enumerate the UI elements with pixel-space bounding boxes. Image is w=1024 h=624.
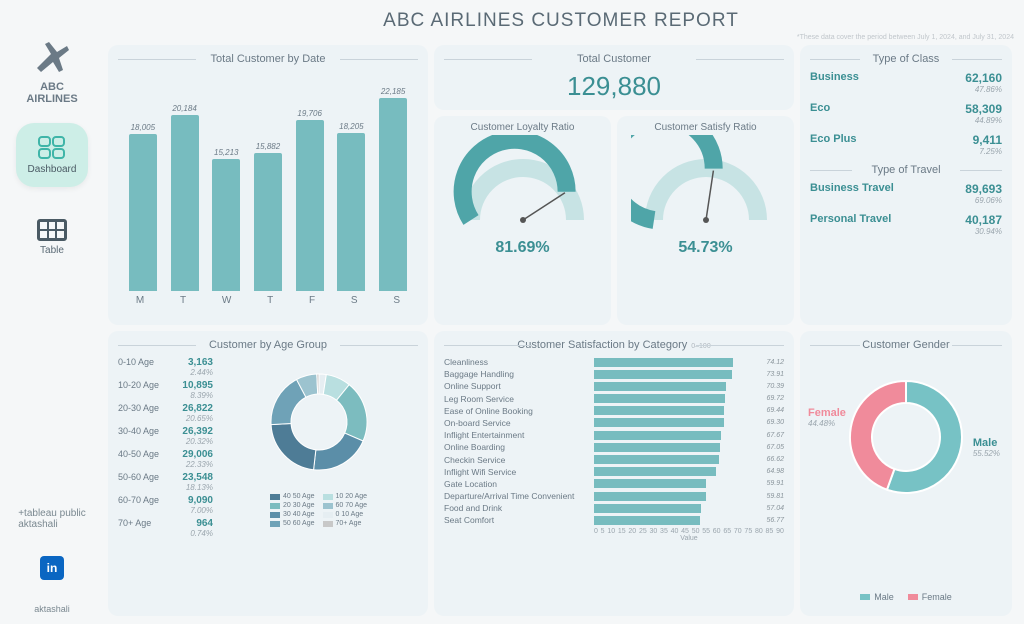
sat-row: Online Boarding67.05 — [444, 442, 784, 452]
bar: 15,213 — [210, 148, 242, 291]
sat-row: Seat Comfort56.77 — [444, 515, 784, 525]
bar-chart: 18,005 20,184 15,213 15,882 19,706 18,205 22,1… — [118, 71, 418, 291]
brand-line1: ABC — [26, 81, 77, 93]
age-table: 0-10 Age3,1632.44% 10-20 Age10,8958.39% 20… — [118, 357, 213, 602]
sat-row: Online Support70.39 — [444, 381, 784, 391]
total-customer-value: 129,880 — [444, 71, 784, 102]
type-row: Business62,16047.86% — [810, 71, 1002, 94]
sat-row: Gate Location59.91 — [444, 479, 784, 489]
center-top-column: Total Customer 129,880 Customer Loyalty … — [434, 45, 794, 325]
satisfaction-axis: 051015202530354045505560657075808590 — [594, 528, 784, 535]
satisfaction-axis-label: Value — [594, 535, 784, 542]
legend-item: 10 20 Age — [323, 493, 368, 500]
page-title: ABC AIRLINES CUSTOMER REPORT — [108, 10, 1014, 32]
satisfaction-bars: Cleanliness74.12 Baggage Handling73.91 Onl… — [444, 357, 784, 525]
age-row: 0-10 Age3,1632.44% — [118, 357, 213, 377]
table-icon — [37, 219, 67, 241]
bar: 22,185 — [377, 87, 409, 291]
legend-item: 70+ Age — [323, 520, 368, 527]
loyalty-title: Customer Loyalty Ratio — [471, 122, 575, 133]
type-row: Eco58,30944.89% — [810, 102, 1002, 125]
legend-item: 50 60 Age — [270, 520, 315, 527]
legend-item: 40 50 Age — [270, 493, 315, 500]
card-title-date: Total Customer by Date — [118, 53, 418, 65]
type-row: Eco Plus9,4117.25% — [810, 133, 1002, 156]
card-total-by-date: Total Customer by Date 18,005 20,184 15,21… — [108, 45, 428, 325]
sat-row: Food and Drink57.04 — [444, 503, 784, 513]
male-label: Male55.52% — [973, 437, 1000, 458]
social-label: aktashali — [34, 604, 70, 614]
loyalty-pct: 81.69% — [495, 239, 549, 257]
dashboard-icon — [38, 136, 66, 160]
bar: 18,005 — [127, 123, 159, 291]
age-row: 60-70 Age9,0907.00% — [118, 495, 213, 515]
sat-row: Checkin Service66.62 — [444, 455, 784, 465]
type-row: Business Travel89,69369.06% — [810, 182, 1002, 205]
type-row: Personal Travel40,18730.94% — [810, 213, 1002, 236]
legend-item: 20 30 Age — [270, 502, 315, 509]
legend-item: 0 10 Age — [323, 511, 368, 518]
tableau-credit: +tableau public aktashali — [18, 508, 86, 530]
age-legend: 40 50 Age 10 20 Age 20 30 Age 60 70 Age 30 4… — [270, 493, 367, 527]
sat-row: Cleanliness74.12 — [444, 357, 784, 367]
age-row: 10-20 Age10,8958.39% — [118, 380, 213, 400]
bar: 15,882 — [252, 142, 284, 291]
age-row: 30-40 Age26,39220.32% — [118, 426, 213, 446]
age-row: 50-60 Age23,54818.13% — [118, 472, 213, 492]
sat-row: Baggage Handling73.91 — [444, 369, 784, 379]
sidebar: ABC AIRLINES Dashboard Table +tableau pu… — [0, 0, 104, 624]
card-age-group: Customer by Age Group 0-10 Age3,1632.44%… — [108, 331, 428, 616]
airplane-icon — [33, 40, 71, 74]
card-satisfaction: Customer Satisfaction by Category0–100 C… — [434, 331, 794, 616]
brand-logo: ABC AIRLINES — [26, 40, 77, 105]
legend-item: 60 70 Age — [323, 502, 368, 509]
linkedin-icon[interactable]: in — [40, 556, 64, 580]
satisfy-pct: 54.73% — [678, 239, 732, 257]
total-customer-title: Total Customer — [444, 53, 784, 65]
bar: 20,184 — [169, 104, 201, 291]
legend-item: 30 40 Age — [270, 511, 315, 518]
sat-title: Customer Satisfaction by Category0–100 — [444, 339, 784, 351]
loyalty-gauge — [448, 135, 598, 235]
female-label: Female44.48% — [808, 407, 846, 428]
gender-title: Customer Gender — [810, 339, 1002, 351]
card-total-customer: Total Customer 129,880 — [434, 45, 794, 110]
sat-row: Leg Room Service69.72 — [444, 394, 784, 404]
sat-row: Departure/Arrival Time Convenient59.81 — [444, 491, 784, 501]
age-row: 40-50 Age29,00622.33% — [118, 449, 213, 469]
brand-line2: AIRLINES — [26, 93, 77, 105]
card-type-breakdown: Type of Class Business62,16047.86% Eco58,… — [800, 45, 1012, 325]
bar: 18,205 — [335, 122, 367, 291]
age-donut — [254, 357, 384, 487]
age-row: 70+ Age9640.74% — [118, 518, 213, 538]
card-loyalty-gauge: Customer Loyalty Ratio 81.69% — [434, 116, 611, 325]
gender-donut — [826, 357, 986, 517]
age-title: Customer by Age Group — [118, 339, 418, 351]
type-travel-title: Type of Travel — [810, 164, 1002, 176]
bar: 19,706 — [294, 109, 326, 291]
nav-dashboard[interactable]: Dashboard — [16, 123, 88, 187]
satisfy-title: Customer Satisfy Ratio — [654, 122, 756, 133]
sat-row: On-board Service69.30 — [444, 418, 784, 428]
gender-legend: Male Female — [860, 592, 952, 602]
type-class-title: Type of Class — [810, 53, 1002, 65]
age-row: 20-30 Age26,82220.65% — [118, 403, 213, 423]
sat-row: Inflight Wifi Service64.98 — [444, 467, 784, 477]
sat-row: Ease of Online Booking69.44 — [444, 406, 784, 416]
sat-row: Inflight Entertainment67.67 — [444, 430, 784, 440]
footnote: *These data cover the period between Jul… — [108, 34, 1014, 41]
card-satisfy-gauge: Customer Satisfy Ratio 54.73% — [617, 116, 794, 325]
bar-axis: MTWTFSS — [118, 295, 418, 306]
card-gender: Customer Gender Female44.48% Male55.52% … — [800, 331, 1012, 616]
nav-dashboard-label: Dashboard — [28, 164, 77, 175]
nav-table-label: Table — [40, 245, 64, 256]
nav-table[interactable]: Table — [16, 205, 88, 269]
main-area: ABC AIRLINES CUSTOMER REPORT *These data… — [104, 0, 1024, 624]
satisfy-gauge — [631, 135, 781, 235]
